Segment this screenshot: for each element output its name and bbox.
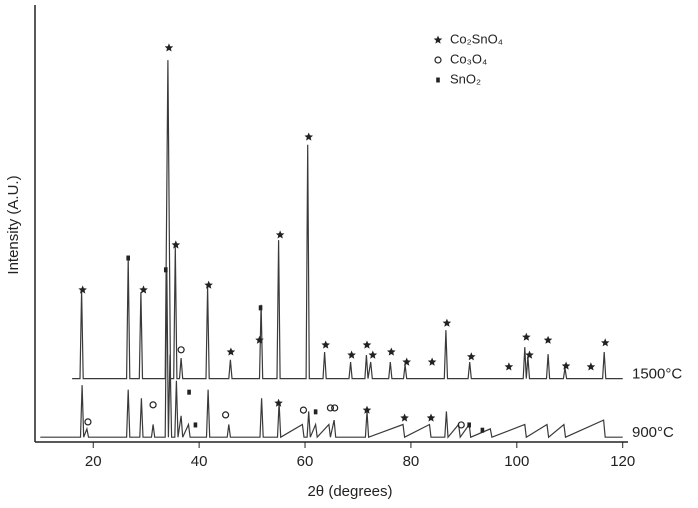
phase-marker: [274, 398, 283, 407]
phase-marker: [427, 357, 437, 366]
phase-marker: [163, 267, 168, 273]
phase-marker: [193, 422, 198, 428]
phase-marker: [78, 285, 87, 294]
xrd-trace: [72, 60, 623, 380]
phase-marker: [84, 418, 92, 426]
phase-marker: [368, 350, 378, 359]
x-tick-label: 120: [610, 453, 635, 470]
x-tick-label: 40: [191, 453, 208, 470]
phase-marker: [586, 362, 596, 371]
phase-marker: [347, 350, 356, 359]
phase-marker: [313, 409, 318, 415]
phase-marker: [467, 422, 471, 428]
phase-marker: [480, 427, 485, 433]
phase-marker: [402, 357, 411, 366]
phase-marker: [258, 305, 263, 311]
phase-marker: [525, 350, 534, 359]
legend-symbol: [436, 77, 440, 83]
y-axis-label: Intensity (A.U.): [5, 175, 22, 274]
phase-marker: [326, 404, 335, 412]
phase-marker: [255, 335, 264, 344]
phase-marker: [504, 362, 514, 371]
phase-marker: [457, 421, 465, 429]
x-tick-label: 60: [297, 453, 314, 470]
series-label: 900°C: [632, 424, 674, 441]
phase-marker: [222, 411, 230, 419]
phase-marker: [177, 346, 185, 354]
phase-marker: [543, 335, 553, 344]
x-tick-label: 80: [403, 453, 420, 470]
phase-marker: [139, 285, 148, 294]
legend-symbol: [433, 35, 443, 44]
phase-marker: [561, 361, 571, 370]
phase-marker: [467, 352, 476, 361]
x-tick-label: 20: [85, 453, 102, 470]
phase-marker: [362, 340, 372, 349]
phase-marker: [601, 338, 610, 347]
series-label: 1500°C: [632, 366, 682, 383]
phase-marker: [149, 401, 157, 409]
x-axis-label: 2θ (degrees): [307, 483, 392, 500]
legend-symbol: [434, 56, 442, 64]
phase-marker: [126, 255, 130, 261]
phase-marker: [387, 347, 396, 356]
phase-marker: [171, 240, 181, 249]
phase-marker: [442, 318, 452, 327]
legend-label: SnO₂: [450, 71, 481, 86]
phase-marker: [304, 132, 313, 141]
phase-marker: [226, 347, 236, 356]
phase-marker: [400, 413, 409, 422]
phase-marker: [426, 413, 436, 422]
phase-marker: [187, 389, 191, 395]
x-tick-label: 100: [504, 453, 529, 470]
phase-marker: [362, 405, 372, 414]
phase-marker: [275, 230, 285, 239]
phase-marker: [204, 280, 213, 289]
phase-marker: [164, 43, 174, 52]
legend-label: Co₃O₄: [450, 51, 487, 66]
phase-marker: [321, 340, 330, 349]
legend-label: Co₂SnO₄: [450, 31, 503, 46]
phase-marker: [299, 406, 308, 414]
phase-marker: [522, 332, 531, 341]
phase-marker: [331, 404, 339, 412]
